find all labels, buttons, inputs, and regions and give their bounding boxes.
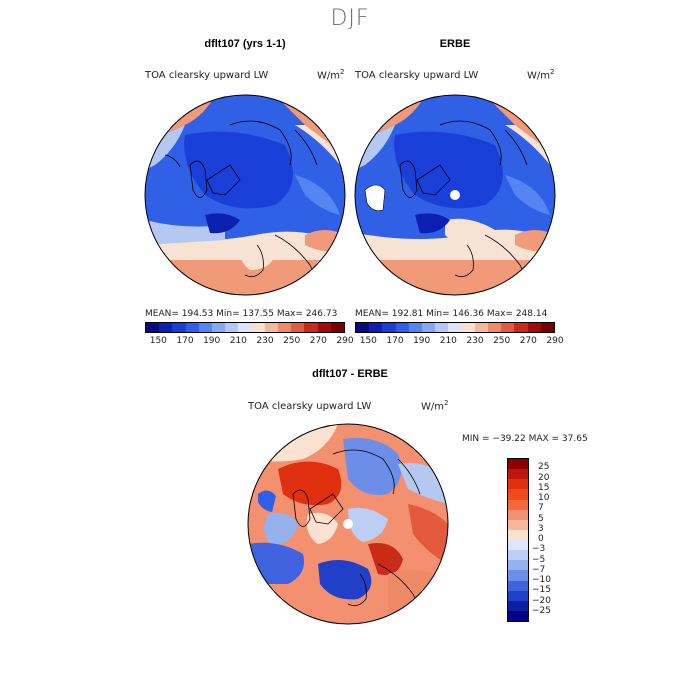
- colorbar-swatch: [408, 323, 423, 332]
- colorbar-swatch: [422, 323, 436, 332]
- colorbar-tick-label: −25: [532, 605, 551, 616]
- colorbar-tick-label: 0: [538, 534, 544, 544]
- colorbar-tick-label: 15: [538, 482, 550, 493]
- colorbar-tick-label: −20: [532, 595, 551, 606]
- colorbar-obs-ticks: 150 170 190 210 230 250 270 290: [355, 336, 564, 348]
- colorbar-swatch: [278, 323, 292, 332]
- colorbar-swatch: [395, 323, 409, 332]
- colorbar-swatch: [474, 323, 489, 332]
- colorbar-swatch: [508, 479, 528, 490]
- colorbar-tick-label: 20: [538, 472, 550, 483]
- colorbar-swatch: [508, 469, 528, 480]
- colorbar-swatch: [264, 323, 279, 332]
- panel-obs-units: W/m2: [527, 68, 555, 82]
- panel-obs-title: ERBE: [439, 38, 471, 50]
- colorbar-swatch: [435, 323, 449, 332]
- colorbar-tick-label: 210: [439, 336, 457, 346]
- colorbar-swatch: [304, 323, 318, 332]
- colorbar-swatch: [488, 323, 502, 332]
- colorbar-swatch: [508, 600, 528, 611]
- colorbar-swatch: [508, 459, 528, 470]
- colorbar-swatch: [527, 323, 541, 332]
- panel-model-variable: TOA clearsky upward LW: [145, 70, 269, 81]
- colorbar-tick-label: 190: [203, 336, 221, 346]
- colorbar-swatch: [508, 610, 528, 621]
- colorbar-tick-label: 250: [493, 336, 511, 346]
- colorbar-tick-label: 170: [386, 336, 404, 346]
- colorbar-swatch: [238, 323, 252, 332]
- colorbar-tick-label: −15: [532, 585, 551, 596]
- polar-map-obs: [354, 94, 556, 296]
- colorbar-swatch: [369, 323, 383, 332]
- colorbar-tick-label: −5: [532, 554, 546, 565]
- colorbar-swatch: [212, 323, 226, 332]
- colorbar-swatch: [251, 323, 265, 332]
- colorbar-swatch: [501, 323, 515, 332]
- colorbar-swatch: [185, 323, 199, 332]
- colorbar-tick-label: 230: [256, 336, 274, 346]
- colorbar-tick-label: 190: [413, 336, 431, 346]
- colorbar-tick-label: 290: [546, 336, 564, 346]
- colorbar-swatch: [508, 489, 528, 500]
- colorbar-model: [145, 322, 345, 333]
- colorbar-tick-label: 210: [229, 336, 247, 346]
- panel-obs-stats: MEAN= 192.81 Min= 146.36 Max= 248.14: [355, 309, 548, 319]
- polar-map-model: [144, 94, 346, 296]
- panel-model-units: W/m2: [317, 68, 345, 82]
- colorbar-tick-label: 270: [309, 336, 327, 346]
- colorbar-tick-label: 3: [538, 523, 544, 534]
- colorbar-swatch: [291, 323, 305, 332]
- colorbar-swatch: [198, 323, 213, 332]
- colorbar-diff-ticks: 25 20 15 10 7 5 3 0 −3 −5 −7 −10 −15 −20 −25: [532, 458, 572, 622]
- colorbar-swatch: [508, 560, 528, 571]
- colorbar-tick-label: 5: [538, 513, 544, 524]
- colorbar-tick-label: 290: [336, 336, 354, 346]
- colorbar-tick-label: 270: [519, 336, 537, 346]
- colorbar-swatch: [330, 323, 345, 332]
- panel-diff-variable: TOA clearsky upward LW: [248, 401, 372, 412]
- colorbar-tick-label: 170: [176, 336, 194, 346]
- colorbar-tick-label: 230: [466, 336, 484, 346]
- colorbar-obs: [355, 322, 555, 333]
- colorbar-swatch: [508, 570, 528, 581]
- colorbar-tick-label: −10: [532, 575, 551, 585]
- colorbar-swatch: [508, 519, 528, 530]
- colorbar-tick-label: 10: [538, 493, 550, 503]
- colorbar-swatch: [317, 323, 331, 332]
- colorbar-swatch: [356, 323, 370, 332]
- colorbar-tick-label: 7: [538, 503, 544, 514]
- panel-model-stats: MEAN= 194.53 Min= 137.55 Max= 246.73: [145, 309, 338, 319]
- colorbar-tick-label: −7: [532, 564, 546, 575]
- colorbar-swatch: [382, 323, 396, 332]
- colorbar-diff: [507, 458, 529, 622]
- colorbar-swatch: [508, 590, 528, 601]
- colorbar-swatch: [225, 323, 239, 332]
- colorbar-swatch: [508, 550, 528, 561]
- colorbar-tick-label: −3: [532, 544, 546, 555]
- colorbar-swatch: [159, 323, 173, 332]
- colorbar-swatch: [508, 540, 528, 551]
- panel-obs-variable: TOA clearsky upward LW: [355, 70, 479, 81]
- colorbar-swatch: [146, 323, 160, 332]
- colorbar-swatch: [461, 323, 475, 332]
- colorbar-swatch: [508, 499, 528, 510]
- polar-map-diff: [247, 423, 449, 625]
- colorbar-tick-label: 25: [538, 462, 550, 473]
- colorbar-swatch: [448, 323, 462, 332]
- colorbar-swatch: [514, 323, 528, 332]
- panel-model-title: dflt107 (yrs 1-1): [204, 38, 286, 50]
- colorbar-swatch: [540, 323, 555, 332]
- colorbar-model-ticks: 150 170 190 210 230 250 270 290: [145, 336, 354, 348]
- colorbar-swatch: [508, 529, 528, 540]
- colorbar-tick-label: 150: [359, 336, 377, 346]
- panel-diff-units: W/m2: [421, 399, 449, 413]
- colorbar-tick-label: 150: [149, 336, 167, 346]
- panel-diff-title: dflt107 - ERBE: [312, 368, 388, 380]
- panel-diff-stats: MIN = −39.22 MAX = 37.65: [462, 434, 588, 444]
- colorbar-swatch: [508, 509, 528, 520]
- colorbar-tick-label: 250: [283, 336, 301, 346]
- figure-title: DJF: [330, 6, 370, 31]
- colorbar-swatch: [172, 323, 186, 332]
- colorbar-swatch: [508, 580, 528, 591]
